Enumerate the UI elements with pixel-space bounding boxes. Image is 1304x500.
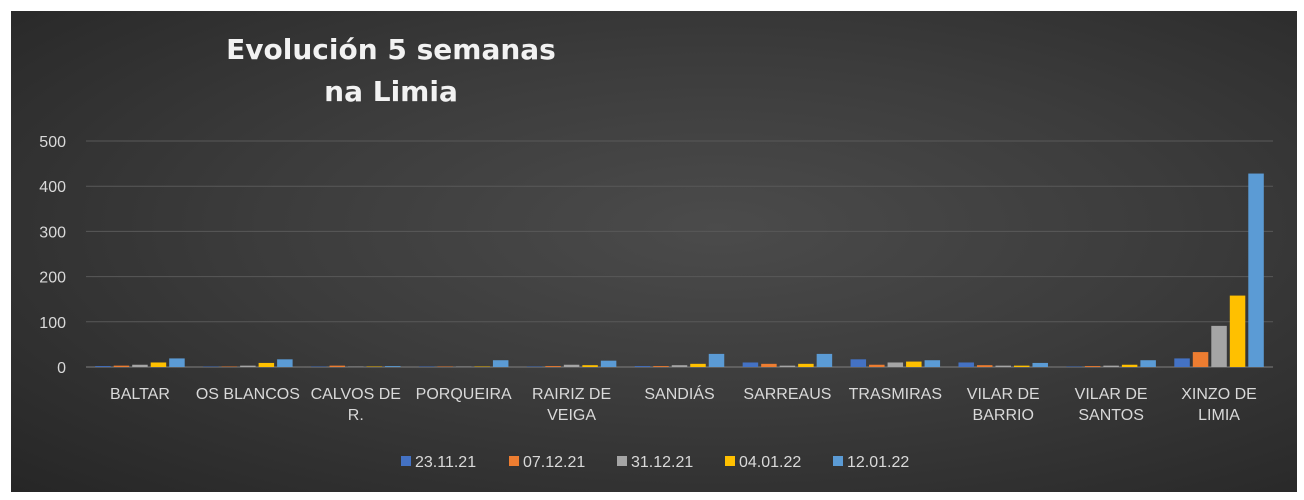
category-label: OS BLANCOS [196,386,300,403]
bar-04-01-22-10 [1229,295,1246,367]
legend-item: 04.01.22 [725,454,801,471]
bar-23-11-21-6 [742,362,759,367]
category-label: VILAR DE BARRIO [967,386,1040,424]
bar-31-12-21-1 [240,365,256,367]
y-tick-label: 100 [39,315,66,332]
legend-swatch [833,456,843,466]
bar-31-12-21-10 [1211,325,1227,367]
bar-31-12-21-7 [887,362,904,367]
category-label: SANDIÁS [644,384,714,403]
bar-12-01-22-4 [600,360,617,367]
bar-chart: Evolución 5 semanas na Limia 0 100 200 300 4… [39,33,1273,471]
category-label: TRASMIRAS [849,386,942,403]
category-label: RAIRIZ DE VEIGA [532,386,611,424]
bar-04-01-22-8 [1013,365,1030,367]
bar-07-12-21-8 [976,365,993,367]
bar-07-12-21-5 [653,366,669,367]
bar-31-12-21-5 [671,365,688,367]
bar-12-01-22-2 [385,366,401,367]
legend-item: 23.11.21 [401,454,476,471]
bar-04-01-22-9 [1121,364,1138,367]
bar-04-01-22-7 [906,361,922,367]
y-tick-label: 200 [39,270,66,287]
bar-31-12-21-6 [779,365,796,367]
category-label: SARREAUS [743,386,831,403]
bar-07-12-21-2 [329,365,346,367]
bar-23-11-21-0 [95,366,111,367]
category-label: VILAR DE SANTOS [1075,386,1148,424]
legend-label: 12.01.22 [847,454,909,471]
bar-12-01-22-5 [708,353,725,367]
bar-07-12-21-0 [113,365,130,367]
bar-07-12-21-9 [1084,366,1101,367]
bar-31-12-21-9 [1103,365,1119,367]
bars [95,173,1264,367]
bar-12-01-22-6 [816,353,833,367]
gridlines [86,140,1273,368]
chart-frame: Evolución 5 semanas na Limia 0 100 200 300 4… [11,11,1297,492]
legend-label: 07.12.21 [523,454,585,471]
legend-item: 07.12.21 [509,454,585,471]
bar-23-11-21-8 [958,362,974,367]
legend-label: 04.01.22 [739,454,801,471]
bar-04-01-22-6 [798,363,814,367]
category-label: XINZO DE LIMIA [1181,386,1257,424]
legend-swatch [617,456,627,466]
legend-label: 31.12.21 [631,454,693,471]
legend-item: 31.12.21 [617,454,693,471]
bar-23-11-21-5 [634,366,651,367]
y-tick-label: 500 [39,134,66,151]
bar-31-12-21-8 [995,365,1011,367]
y-tick-label: 400 [39,179,66,196]
bar-12-01-22-0 [169,358,185,367]
chart-title-line-2: na Limia [324,75,458,108]
bar-04-01-22-1 [258,362,275,367]
legend: 23.11.21 07.12.21 31.12.21 04.01.22 12.01.22 [401,454,909,471]
bar-23-11-21-7 [850,359,867,367]
bar-04-01-22-0 [150,362,167,367]
bar-07-12-21-10 [1192,352,1209,367]
y-tick-label: 0 [57,360,66,377]
bar-23-11-21-10 [1174,358,1190,367]
legend-label: 23.11.21 [415,454,476,471]
chart-title-line-1: Evolución 5 semanas [226,33,556,66]
y-tick-label: 300 [39,224,66,241]
bar-12-01-22-1 [277,359,293,367]
legend-swatch [509,456,519,466]
bar-12-01-22-10 [1248,173,1264,367]
bar-31-12-21-0 [132,364,148,367]
bar-12-01-22-3 [492,360,509,367]
legend-item: 12.01.22 [833,454,909,471]
x-axis: BALTAR OS BLANCOS CALVOS DE R. PORQUEIRA RAIR… [110,384,1257,424]
category-label: BALTAR [110,386,170,403]
y-axis: 0 100 200 300 400 500 [39,134,66,377]
bar-07-12-21-6 [761,363,777,367]
bar-07-12-21-7 [869,364,885,367]
bar-12-01-22-7 [924,360,941,367]
bar-12-01-22-8 [1032,362,1048,367]
chart-title: Evolución 5 semanas na Limia [226,33,556,108]
bar-31-12-21-4 [563,364,580,367]
legend-swatch [725,456,735,466]
legend-swatch [401,456,411,466]
bar-07-12-21-4 [545,366,561,367]
category-label: PORQUEIRA [416,386,512,403]
category-label: CALVOS DE R. [311,386,401,424]
bar-04-01-22-5 [690,363,706,367]
bar-04-01-22-4 [582,365,598,367]
bar-12-01-22-9 [1140,360,1156,367]
